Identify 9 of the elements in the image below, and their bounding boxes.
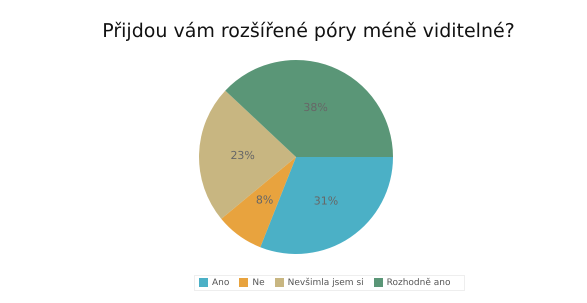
legend-label: Rozhodně ano bbox=[386, 278, 450, 288]
data-label: 31% bbox=[314, 194, 338, 208]
pie-slice bbox=[199, 90, 296, 219]
data-label: 8% bbox=[256, 194, 274, 207]
data-label: 23% bbox=[230, 148, 255, 162]
legend-label: Ano bbox=[212, 278, 230, 288]
legend-label: Ne bbox=[252, 278, 265, 288]
chart-title: Přijdou vám rozšířené póry méně viditelné? bbox=[101, 19, 516, 44]
legend-label: Nevšimla jsem si bbox=[288, 278, 364, 288]
